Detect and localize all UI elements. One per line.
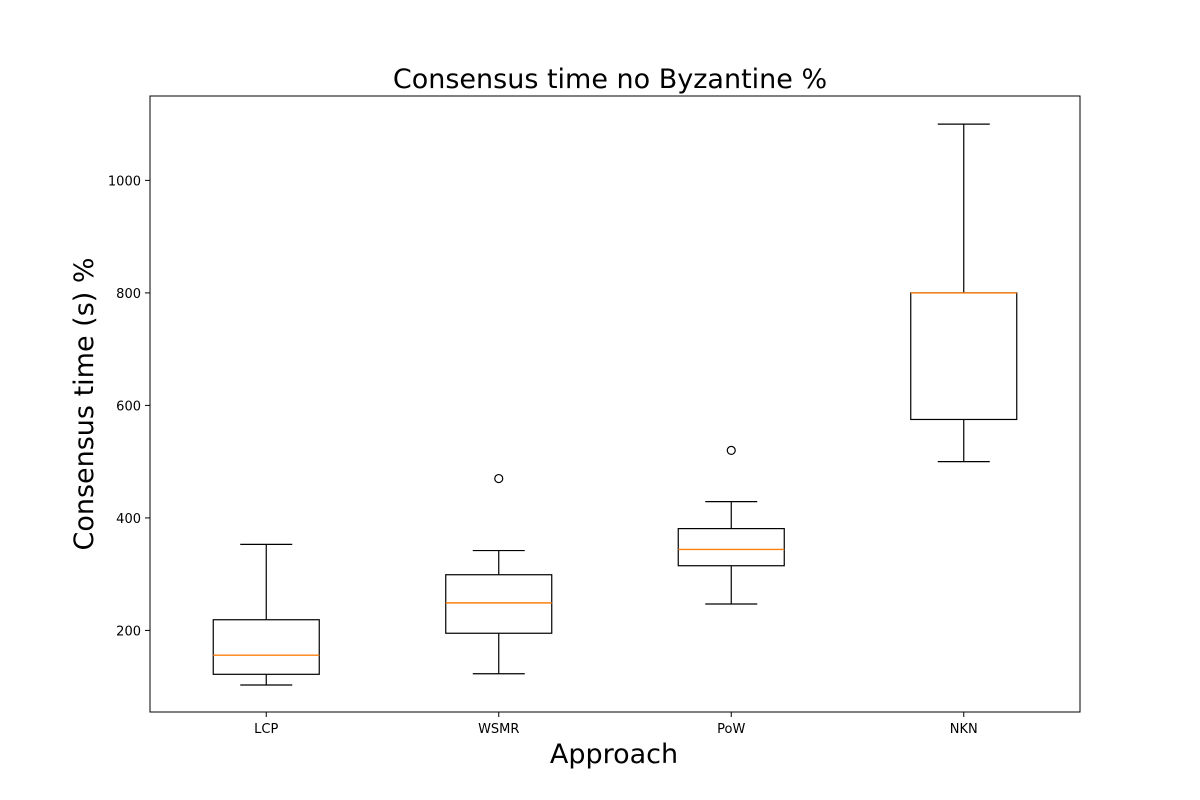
plot-area: 200 400 600 800 1000 LCP WSMR PoW NKN xyxy=(108,95,1081,737)
y-tick-label: 600 xyxy=(116,399,141,414)
box-lcp xyxy=(212,619,320,675)
y-tick-label: 1000 xyxy=(108,174,141,189)
box-pow xyxy=(677,528,785,567)
x-axis-label: Approach xyxy=(550,739,678,770)
box-nkn xyxy=(910,292,1018,421)
box-wsmr xyxy=(445,574,553,634)
y-tick-label: 400 xyxy=(116,512,141,527)
chart-title: Consensus time no Byzantine % xyxy=(393,64,827,95)
y-axis-label: Consensus time (s) % xyxy=(69,257,100,550)
y-tick-label: 800 xyxy=(116,287,141,302)
x-tick-label: WSMR xyxy=(478,722,519,737)
y-tick-label: 200 xyxy=(116,624,141,639)
x-tick-label: LCP xyxy=(254,722,278,737)
x-tick-label: NKN xyxy=(950,722,978,737)
outlier-point xyxy=(726,445,736,456)
plot-frame xyxy=(149,95,1081,713)
outlier-point xyxy=(494,473,504,484)
x-tick-label: PoW xyxy=(717,722,745,737)
